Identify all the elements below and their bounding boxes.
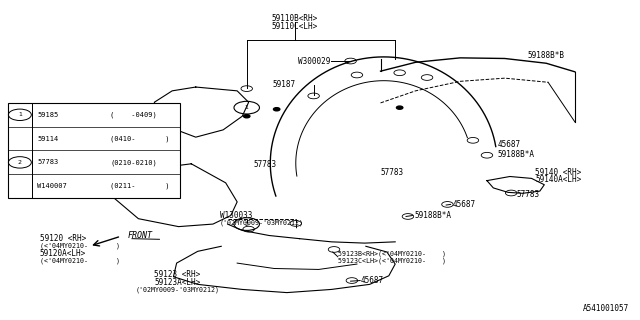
Text: 57783: 57783 — [516, 190, 540, 199]
Circle shape — [396, 106, 403, 109]
Text: 1: 1 — [244, 105, 249, 110]
Text: 45687: 45687 — [497, 140, 520, 148]
Text: W300029: W300029 — [298, 57, 330, 66]
Text: 45687: 45687 — [452, 200, 476, 209]
Text: 59110B<RH>: 59110B<RH> — [271, 14, 317, 23]
Text: (<'04MY0210-       ): (<'04MY0210- ) — [40, 243, 120, 249]
FancyBboxPatch shape — [8, 103, 180, 198]
Text: 59140A<LH>: 59140A<LH> — [536, 175, 582, 184]
Text: 2: 2 — [18, 160, 22, 165]
Text: (<'04MY0210-       ): (<'04MY0210- ) — [40, 257, 120, 264]
Text: W130033: W130033 — [220, 211, 252, 220]
Text: ('02MY0009-'03MY0212): ('02MY0009-'03MY0212) — [135, 286, 220, 293]
Text: 59120 <RH>: 59120 <RH> — [40, 234, 86, 243]
Text: 57783: 57783 — [380, 168, 404, 177]
Text: 59140 <RH>: 59140 <RH> — [536, 168, 582, 177]
Text: FRONT: FRONT — [127, 231, 152, 240]
Text: 59114: 59114 — [37, 136, 58, 141]
Text: A541001057: A541001057 — [583, 304, 629, 313]
Text: 2: 2 — [244, 221, 249, 227]
Text: 59188B*A: 59188B*A — [497, 150, 534, 159]
Text: (    -0409): ( -0409) — [110, 112, 157, 118]
Text: 59123B<RH>(<'04MY0210-    ): 59123B<RH>(<'04MY0210- ) — [338, 250, 446, 257]
Text: (0210-0210): (0210-0210) — [110, 159, 157, 166]
Text: ('02MY0009-'03MY0212): ('02MY0009-'03MY0212) — [220, 220, 304, 226]
Text: (0410-       ): (0410- ) — [110, 135, 170, 142]
Text: 59188B*A: 59188B*A — [414, 211, 451, 220]
Text: 1: 1 — [18, 112, 22, 117]
Circle shape — [273, 108, 280, 111]
Text: 59185: 59185 — [37, 112, 58, 118]
Text: 59120A<LH>: 59120A<LH> — [40, 249, 86, 258]
Text: 45687: 45687 — [360, 276, 383, 285]
Text: W140007: W140007 — [37, 183, 67, 189]
Text: 59188B*B: 59188B*B — [527, 52, 564, 60]
Text: 57783: 57783 — [37, 159, 58, 165]
Circle shape — [244, 115, 250, 118]
Text: 59110C<LH>: 59110C<LH> — [271, 22, 317, 31]
Text: 59123 <RH>: 59123 <RH> — [154, 270, 200, 279]
Text: (0211-       ): (0211- ) — [110, 183, 170, 189]
Text: 57783: 57783 — [253, 160, 276, 169]
Text: 59123C<LH>(<'04MY0210-    ): 59123C<LH>(<'04MY0210- ) — [338, 257, 446, 264]
Text: 59187: 59187 — [272, 80, 295, 89]
Text: 59123A<LH>: 59123A<LH> — [154, 278, 200, 287]
